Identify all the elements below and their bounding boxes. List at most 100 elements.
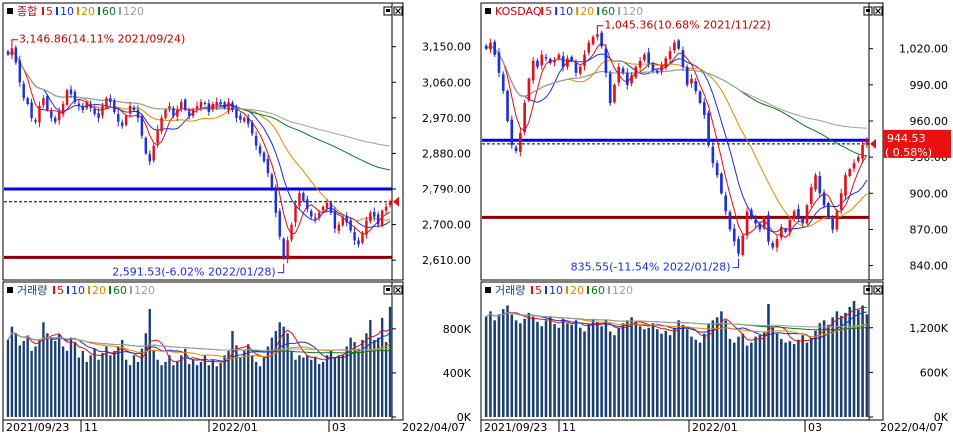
legend-ma120: 120: [134, 284, 155, 297]
legend-title: 종합: [17, 5, 37, 18]
volume-bar: [531, 316, 535, 417]
volume-bar: [762, 331, 766, 417]
volume-bar: [310, 359, 313, 417]
high-annotation: 3,146.86(14.11% 2021/09/24): [19, 33, 185, 46]
panel-volume|3: 거래량 5 10 20 60 120 1,200K 600K 0K 2021/09/23 11 202…: [480, 281, 949, 434]
candle-body: [10, 48, 14, 56]
candle-body: [600, 32, 603, 47]
candle-body: [353, 232, 356, 241]
ma10-line: [485, 45, 868, 233]
candle-body: [211, 104, 215, 110]
y-tick-label: 2,790.00: [422, 183, 471, 196]
candle-body: [540, 54, 544, 66]
volume-bar: [626, 320, 629, 417]
volume-bar: [219, 363, 222, 417]
volume-bar: [207, 365, 211, 417]
candle-body: [801, 218, 805, 224]
candle-body: [187, 111, 191, 116]
candle-body: [643, 54, 646, 60]
candle-body: [690, 78, 693, 84]
candle-body: [536, 60, 539, 67]
candle-body: [270, 174, 274, 190]
candle-body: [809, 187, 813, 204]
candle-body: [156, 129, 159, 144]
candle-body: [613, 84, 616, 103]
volume-bar: [239, 357, 242, 417]
volume-bar: [536, 321, 539, 417]
volume-bar: [514, 320, 518, 417]
candle-body: [617, 66, 621, 83]
legend-ma10: 10: [559, 5, 573, 18]
volume-bar: [501, 309, 505, 417]
volume-bar: [664, 330, 668, 417]
candle-body: [117, 114, 120, 122]
volume-bar: [489, 311, 492, 417]
volume-bar: [732, 342, 736, 417]
volume-bar: [506, 305, 509, 417]
candle-body: [527, 78, 531, 101]
candle-body: [570, 56, 574, 61]
volume-bar: [660, 333, 663, 417]
legend-swatch-20: [576, 7, 579, 15]
candle-body: [302, 192, 305, 201]
candle-body: [664, 58, 668, 68]
candle-body: [329, 202, 333, 213]
legend-swatch-5: [42, 7, 44, 15]
legend-swatch-20: [566, 286, 568, 294]
volume-ma5-line: [485, 306, 867, 342]
volume-bar: [26, 335, 29, 417]
volume-bar: [61, 346, 65, 417]
volume-bar: [361, 339, 364, 417]
volume-bar: [741, 333, 745, 417]
candle-body: [501, 74, 505, 91]
volume-bar: [839, 315, 843, 417]
volume-bar: [290, 350, 293, 417]
candle-body: [365, 220, 368, 235]
volume-bar: [797, 339, 800, 417]
candle-body: [388, 201, 392, 206]
volume-bar: [266, 346, 270, 417]
volume-bar: [306, 355, 309, 417]
legend-swatch-120: [130, 286, 132, 294]
candle-body: [694, 81, 698, 91]
volume-bar: [172, 365, 175, 417]
volume-bar: [497, 314, 501, 417]
volume-bar: [231, 331, 234, 417]
volume-bar: [286, 333, 289, 417]
candle-body: [634, 66, 638, 78]
legend-swatch-5: [53, 286, 55, 294]
volume-bar: [634, 321, 638, 417]
legend-swatch-20: [77, 7, 79, 15]
volume-bar: [325, 355, 329, 417]
candle-body: [596, 34, 599, 37]
legend-swatch-60: [98, 7, 100, 15]
candle-body: [132, 107, 136, 110]
close-icon-x: [875, 8, 881, 14]
candle-body: [345, 215, 348, 223]
low-annotation-arrow: [732, 258, 740, 269]
volume-bar: [822, 320, 826, 417]
candle-body: [120, 122, 124, 126]
volume-bar: [14, 333, 18, 417]
volume-bar: [604, 320, 608, 417]
volume-bar: [250, 355, 254, 417]
volume-bar: [164, 361, 167, 417]
candle-body: [298, 192, 301, 207]
candle-body: [101, 105, 104, 116]
volume-bar: [10, 326, 14, 417]
legend-swatch-20: [88, 286, 90, 294]
price-badge: [883, 129, 951, 158]
candle-body: [531, 60, 535, 81]
volume-bar: [788, 341, 792, 417]
candle-body: [195, 105, 199, 109]
y-tick-label: 3,150.00: [422, 41, 471, 54]
volume-bar: [235, 345, 238, 417]
candle-body: [325, 202, 329, 209]
candle-body: [38, 105, 41, 123]
volume-bar: [73, 342, 77, 417]
legend-title: 거래량: [495, 284, 525, 297]
legend-ma120: 120: [612, 284, 633, 297]
candle-body: [136, 109, 140, 118]
candle-body: [310, 211, 313, 217]
